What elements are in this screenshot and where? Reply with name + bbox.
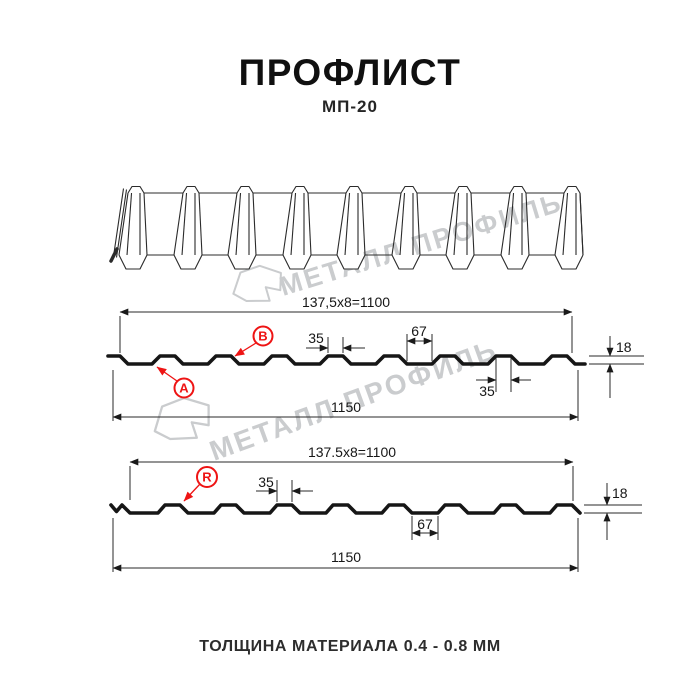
watermark-top: МЕТАЛЛ ПРОФИЛЬ (232, 187, 566, 303)
dim-height-18: 18 (584, 483, 642, 540)
dim-coverage: 137,5x8=1100 (119, 294, 573, 353)
cross-section-profile (109, 503, 582, 515)
page-title: ПРОФЛИСТ (238, 52, 462, 93)
dim-valley-value: 67 (417, 516, 433, 532)
dim-valley-67: 67 (411, 516, 439, 540)
dim-crest-35: 35 (256, 474, 313, 502)
dim-crest-value: 35 (258, 474, 274, 490)
dim-valley-67: 67 (406, 323, 433, 361)
brand-logo-icon (153, 396, 210, 441)
material-thickness-note: ТОЛЩИНА МАТЕРИАЛА 0.4 - 0.8 ММ (199, 638, 501, 655)
dim-overall-value: 1150 (331, 399, 361, 415)
callout-circle (252, 325, 274, 347)
dim-overall: 1150 (112, 518, 579, 572)
profile-model: МП-20 (322, 97, 378, 116)
dim-crest-value: 35 (308, 330, 324, 346)
callout-b: B (234, 325, 274, 357)
dim-height-value: 18 (612, 485, 628, 501)
dim-coverage: 137.5x8=1100 (129, 444, 574, 501)
dim-height-18: 18 (589, 336, 644, 398)
dim-valley-value: 67 (411, 323, 427, 339)
section-top-drawing: 137,5x8=1100 35 67 18 (106, 294, 644, 421)
dim-crest-bottom-value: 35 (479, 383, 495, 399)
dim-height-value: 18 (616, 339, 632, 355)
callout-b-label: B (258, 329, 267, 344)
dim-crest-35: 35 (306, 330, 365, 353)
callout-circle (196, 466, 218, 488)
callout-a-label: A (179, 381, 189, 396)
callout-r: R (183, 466, 218, 502)
callout-r-label: R (202, 470, 212, 485)
callout-a: A (156, 366, 195, 399)
dim-overall-value: 1150 (331, 549, 361, 565)
dim-crest-bottom-35: 35 (476, 358, 531, 399)
watermark-text: МЕТАЛЛ ПРОФИЛЬ (276, 187, 566, 302)
brand-logo-icon (232, 264, 282, 303)
dim-overall: 1150 (112, 370, 579, 421)
section-bottom-drawing: 137.5x8=1100 35 67 18 (109, 444, 642, 572)
profile-3d-sketch (109, 185, 584, 270)
cross-section-profile (106, 354, 587, 366)
dim-coverage-value: 137.5x8=1100 (308, 444, 396, 460)
dim-coverage-value: 137,5x8=1100 (302, 294, 390, 310)
callout-circle (173, 377, 195, 399)
